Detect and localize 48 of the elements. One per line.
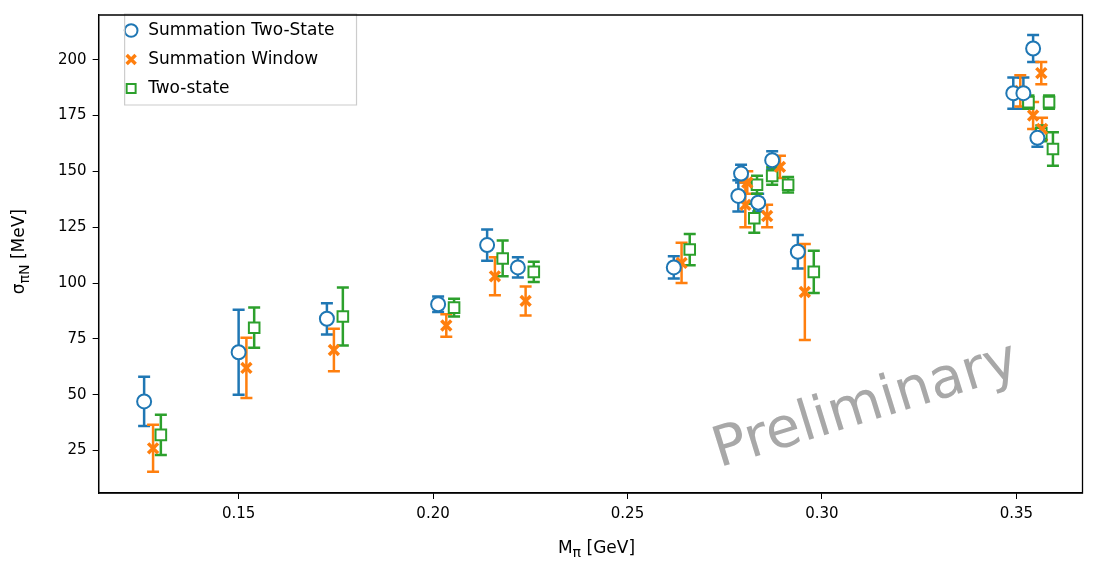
y-tick-label: 150 xyxy=(57,161,87,180)
y-tick-label: 75 xyxy=(67,328,87,347)
point xyxy=(518,294,533,308)
point xyxy=(738,198,753,212)
point xyxy=(1025,40,1042,57)
point xyxy=(154,428,168,442)
point xyxy=(665,259,682,276)
y-tick-label: 175 xyxy=(57,105,87,124)
point xyxy=(1015,85,1032,102)
point xyxy=(1026,108,1040,123)
point xyxy=(1034,66,1048,80)
point xyxy=(479,237,496,254)
point xyxy=(247,321,261,335)
point xyxy=(807,265,821,279)
x-tick-label: 0.30 xyxy=(805,503,839,522)
point xyxy=(239,361,254,375)
point xyxy=(336,310,350,323)
point xyxy=(496,252,509,265)
x-tick-label: 0.25 xyxy=(610,503,645,522)
y-tick-label: 125 xyxy=(57,217,87,236)
point xyxy=(749,174,765,195)
point xyxy=(683,243,697,256)
x-tick-label: 0.20 xyxy=(416,503,450,522)
legend-label: Two-state xyxy=(147,76,230,97)
legend-label: Summation Two-State xyxy=(148,18,335,39)
point xyxy=(747,211,761,225)
point xyxy=(730,187,747,204)
point xyxy=(527,265,541,279)
y-tick-label: 25 xyxy=(67,440,87,459)
point xyxy=(146,441,160,456)
x-tick-label: 0.15 xyxy=(221,503,256,522)
legend-label: Summation Window xyxy=(148,47,319,68)
point xyxy=(674,256,689,270)
point xyxy=(136,393,153,410)
point xyxy=(318,310,335,327)
x-axis-title: M$_{π}$ [GeV] xyxy=(556,537,637,561)
point xyxy=(1046,142,1060,156)
point xyxy=(789,243,806,260)
y-tick-label: 50 xyxy=(67,384,87,403)
point xyxy=(230,344,247,361)
point xyxy=(798,285,812,299)
x-tick-label: 0.35 xyxy=(999,503,1034,522)
point xyxy=(327,343,341,357)
point xyxy=(760,209,774,223)
y-tick-label: 100 xyxy=(57,272,87,291)
point xyxy=(488,269,502,284)
point xyxy=(439,318,453,333)
y-tick-label: 200 xyxy=(57,49,87,68)
